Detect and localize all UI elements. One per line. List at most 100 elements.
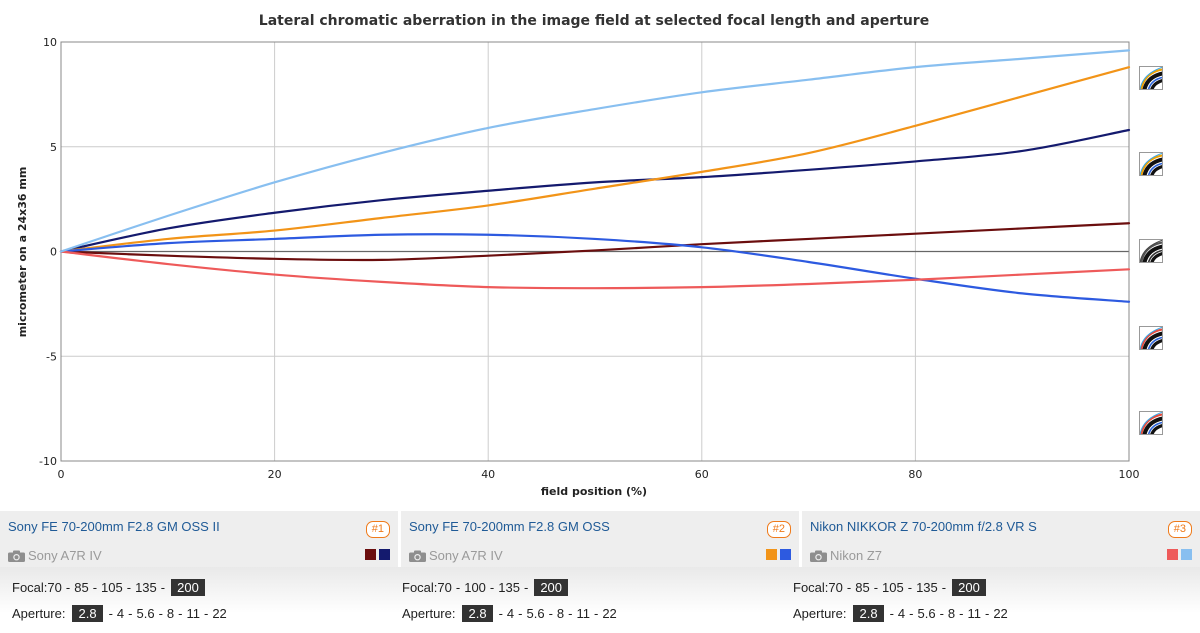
lens-card-2: Sony FE 70-200mm F2.8 GM OSS #2 Sony A7R… bbox=[401, 511, 802, 567]
lens-number-badge: #2 bbox=[766, 521, 791, 538]
fringe-sample-icon bbox=[1139, 66, 1163, 90]
chart: Lateral chromatic aberration in the imag… bbox=[16, 13, 1163, 498]
aperture-option[interactable]: 8 bbox=[947, 606, 956, 621]
separator: - bbox=[178, 606, 183, 621]
separator: - bbox=[455, 580, 461, 595]
separator: - bbox=[907, 580, 913, 595]
aperture-option[interactable]: 5.6 bbox=[526, 606, 545, 621]
lens-name-link[interactable]: Sony FE 70-200mm F2.8 GM OSS II bbox=[8, 519, 220, 534]
aperture-label: Aperture: bbox=[402, 606, 456, 621]
focal-option[interactable]: 100 bbox=[464, 580, 486, 595]
camera-label: Sony A7R IV bbox=[8, 548, 102, 563]
aperture-option[interactable]: 5.6 bbox=[917, 606, 936, 621]
fringe-samples bbox=[1139, 66, 1163, 435]
y-tick-label: 0 bbox=[50, 246, 57, 259]
aperture-option[interactable]: 8 bbox=[166, 606, 175, 621]
separator: - bbox=[889, 606, 894, 621]
focal-option[interactable]: 85 bbox=[74, 580, 89, 595]
separator: - bbox=[489, 580, 495, 595]
separator: - bbox=[203, 606, 209, 621]
separator: - bbox=[65, 580, 71, 595]
series-swatches bbox=[766, 549, 791, 560]
aperture-option[interactable]: 8 bbox=[556, 606, 565, 621]
focal-option[interactable]: 135 bbox=[135, 580, 157, 595]
focal-option[interactable]: 200 bbox=[171, 579, 205, 596]
y-tick-label: -10 bbox=[39, 455, 57, 468]
series-swatch bbox=[1181, 549, 1192, 560]
aperture-option[interactable]: 5.6 bbox=[136, 606, 155, 621]
aperture-option[interactable]: 22 bbox=[602, 606, 617, 621]
aperture-option[interactable]: 11 bbox=[186, 606, 200, 621]
focal-option[interactable]: 70 bbox=[828, 580, 843, 595]
y-axis-title: micrometer on a 24x36 mm bbox=[16, 167, 29, 338]
focal-option[interactable]: 135 bbox=[916, 580, 938, 595]
series-swatch bbox=[780, 549, 791, 560]
settings-panel: Focal: 70-85-105-135-200 Aperture: 2.8-4-5… bbox=[0, 567, 1200, 633]
focal-option[interactable]: 200 bbox=[952, 579, 986, 596]
series-swatch bbox=[379, 549, 390, 560]
series-swatch bbox=[766, 549, 777, 560]
camera-icon bbox=[810, 550, 827, 562]
aperture-option[interactable]: 4 bbox=[116, 606, 125, 621]
camera-label: Nikon Z7 bbox=[810, 548, 882, 563]
aperture-option[interactable]: 2.8 bbox=[853, 605, 884, 622]
separator: - bbox=[568, 606, 573, 621]
focal-option[interactable]: 70 bbox=[47, 580, 62, 595]
y-tick-label: 5 bbox=[50, 141, 57, 154]
aperture-option[interactable]: 22 bbox=[993, 606, 1008, 621]
separator: - bbox=[873, 580, 879, 595]
focal-option[interactable]: 200 bbox=[534, 579, 569, 596]
focal-option[interactable]: 135 bbox=[498, 580, 520, 595]
x-tick-label: 60 bbox=[695, 468, 709, 481]
y-tick-label: -5 bbox=[46, 350, 57, 363]
series-swatches bbox=[1167, 549, 1192, 560]
separator: - bbox=[498, 606, 503, 621]
series-line-1 bbox=[59, 222, 1131, 262]
focal-option[interactable]: 105 bbox=[882, 580, 904, 595]
aperture-selector: Aperture: 2.8-4-5.6-8-11-22 bbox=[793, 605, 1008, 622]
separator: - bbox=[984, 606, 990, 621]
focal-option[interactable]: 85 bbox=[855, 580, 870, 595]
aperture-option[interactable]: 2.8 bbox=[462, 605, 493, 622]
focal-selector: Focal: 70-85-105-135-200 bbox=[12, 579, 207, 596]
focal-option[interactable]: 105 bbox=[101, 580, 123, 595]
fringe-sample-icon bbox=[1139, 239, 1163, 263]
fringe-sample-icon bbox=[1139, 411, 1163, 435]
focal-label: Focal: bbox=[12, 580, 48, 595]
aperture-selector: Aperture: 2.8-4-5.6-8-11-22 bbox=[12, 605, 227, 622]
separator: - bbox=[941, 580, 947, 595]
lens-name-link[interactable]: Sony FE 70-200mm F2.8 GM OSS bbox=[409, 519, 610, 534]
separator: - bbox=[158, 606, 163, 621]
aperture-option[interactable]: 4 bbox=[506, 606, 515, 621]
series-line-4 bbox=[59, 233, 1131, 303]
x-tick-label: 80 bbox=[908, 468, 922, 481]
series-swatch bbox=[1167, 549, 1178, 560]
focal-option[interactable]: 70 bbox=[437, 580, 452, 595]
lens-name-link[interactable]: Nikon NIKKOR Z 70-200mm f/2.8 VR S bbox=[810, 519, 1037, 534]
aperture-option[interactable]: 11 bbox=[967, 606, 981, 621]
x-tick-label: 100 bbox=[1119, 468, 1140, 481]
lens-card-3: Nikon NIKKOR Z 70-200mm f/2.8 VR S #3 Ni… bbox=[802, 511, 1200, 567]
x-tick-label: 40 bbox=[481, 468, 495, 481]
aperture-selector: Aperture: 2.8-4-5.6-8-11-22 bbox=[402, 605, 617, 622]
axes: 0 20 40 60 80 100 10 5 0 -5 -10 bbox=[39, 36, 1139, 481]
camera-name: Sony A7R IV bbox=[28, 548, 102, 563]
separator: - bbox=[108, 606, 113, 621]
separator: - bbox=[548, 606, 553, 621]
separator: - bbox=[518, 606, 523, 621]
separator: - bbox=[126, 580, 132, 595]
aperture-option[interactable]: 11 bbox=[576, 606, 590, 621]
separator: - bbox=[128, 606, 133, 621]
aperture-option[interactable]: 4 bbox=[897, 606, 906, 621]
camera-icon bbox=[409, 550, 426, 562]
aperture-option[interactable]: 22 bbox=[212, 606, 227, 621]
camera-label: Sony A7R IV bbox=[409, 548, 503, 563]
lens-number-badge: #3 bbox=[1167, 521, 1192, 538]
aperture-label: Aperture: bbox=[12, 606, 66, 621]
series-swatch bbox=[365, 549, 376, 560]
lens-selector-row: Sony FE 70-200mm F2.8 GM OSS II #1 Sony … bbox=[0, 511, 1200, 567]
series-lines bbox=[59, 49, 1131, 303]
separator: - bbox=[939, 606, 944, 621]
y-tick-label: 10 bbox=[43, 36, 57, 49]
aperture-option[interactable]: 2.8 bbox=[72, 605, 103, 622]
